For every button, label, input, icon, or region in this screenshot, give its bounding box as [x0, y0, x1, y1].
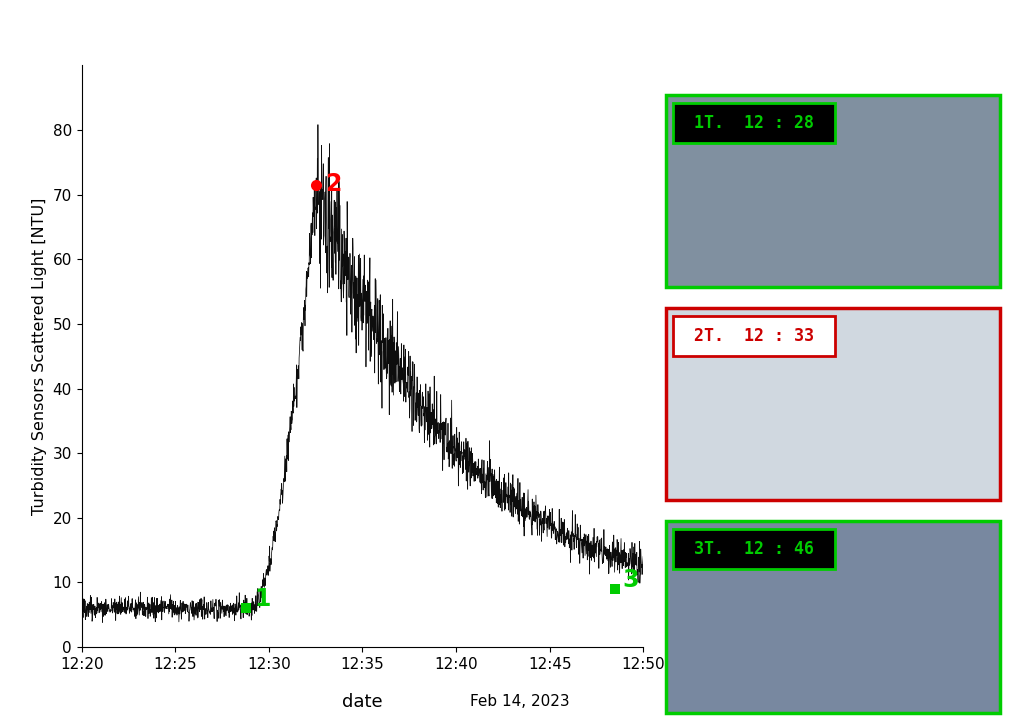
- Text: 2: 2: [325, 172, 341, 196]
- Text: Feb 14, 2023: Feb 14, 2023: [470, 694, 570, 710]
- Text: 1T.  12 : 28: 1T. 12 : 28: [693, 114, 814, 132]
- Text: 3: 3: [623, 568, 639, 592]
- FancyBboxPatch shape: [666, 521, 1001, 713]
- FancyBboxPatch shape: [666, 308, 1001, 500]
- FancyBboxPatch shape: [673, 103, 834, 143]
- FancyBboxPatch shape: [673, 529, 834, 569]
- FancyBboxPatch shape: [673, 316, 834, 356]
- Text: 2T.  12 : 33: 2T. 12 : 33: [693, 327, 814, 345]
- X-axis label: date: date: [342, 693, 383, 710]
- Y-axis label: Turbidity Sensors Scattered Light [NTU]: Turbidity Sensors Scattered Light [NTU]: [32, 198, 47, 515]
- Text: 1: 1: [254, 587, 271, 611]
- Text: 3T.  12 : 46: 3T. 12 : 46: [693, 540, 814, 558]
- FancyBboxPatch shape: [666, 95, 1001, 287]
- Text: webcamera (1): webcamera (1): [728, 17, 865, 35]
